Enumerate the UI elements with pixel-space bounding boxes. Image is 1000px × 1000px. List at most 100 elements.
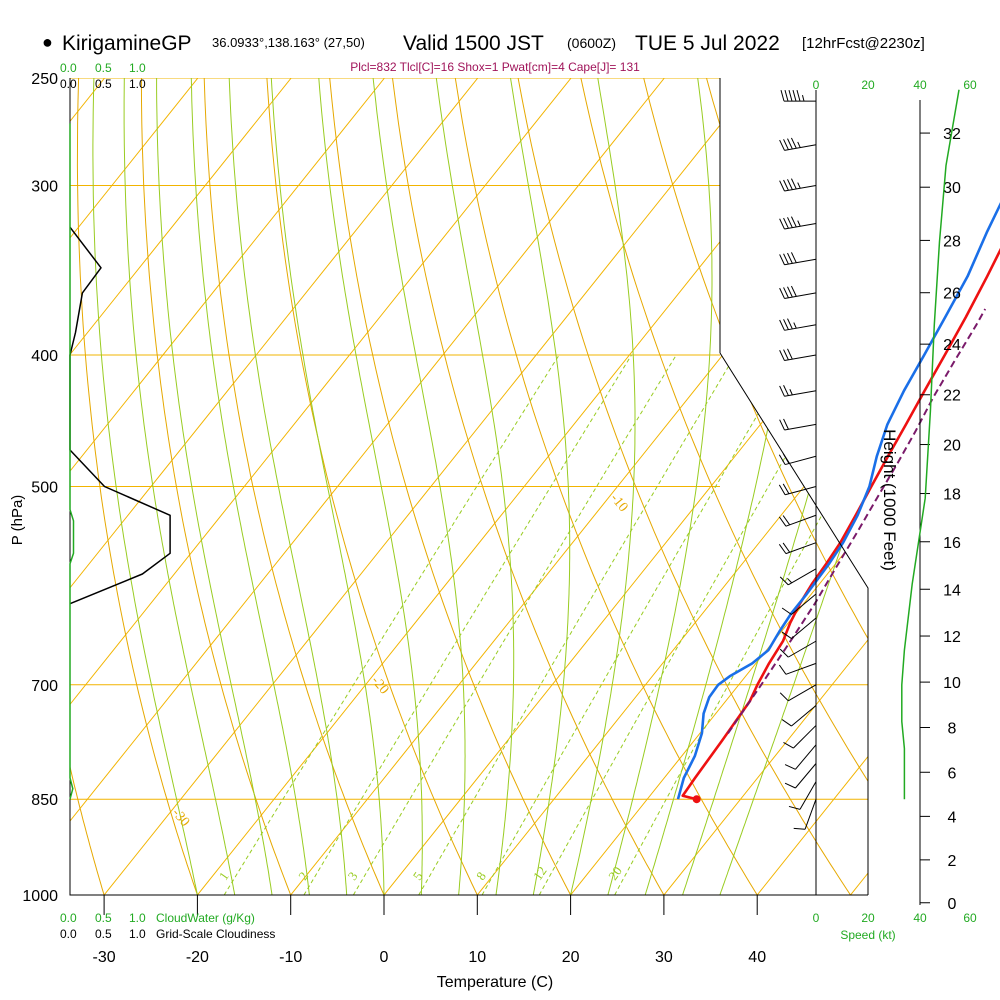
speed-tick-bottom: 0 [813,911,820,925]
header-date: TUE 5 Jul 2022 [635,32,780,55]
isotherm-label: 0 [892,252,908,267]
height-tick-label: 20 [943,438,961,455]
series-cloudwater-line [69,123,75,800]
height-tick-label: 18 [943,487,961,504]
isotherm-label: 10 [880,384,900,404]
wind-barb [778,483,817,496]
temp-tick-label: 30 [655,949,673,966]
dry-adiabat [454,78,758,895]
speed-tick-bottom: 20 [861,911,875,925]
height-tick-label: 14 [943,582,961,599]
wind-barb [781,593,817,615]
isotherm-line [756,78,868,895]
wind-barb [779,318,817,331]
dry-adiabat [76,78,198,895]
cloudwater-tick-top: 0.5 [95,61,112,75]
height-tick-label: 10 [943,675,961,692]
wind-barb [784,744,817,770]
wind-barb [779,418,817,431]
speed-label: Speed (kt) [840,928,895,942]
x-axis-label: Temperature (C) [437,974,553,991]
height-tick-label: 0 [948,896,957,913]
height-tick-label: 30 [943,180,961,197]
wind-barb [781,617,817,639]
wind-barb [778,453,817,466]
mixing-ratio-line [614,354,868,895]
mixing-ratio-line [481,354,793,895]
wind-barb [779,137,817,151]
speed-tick-top: 60 [963,78,977,92]
moist-adiabat [318,78,423,895]
series-speed-line [901,89,960,800]
mixing-ratio-label: 3 [345,869,361,883]
moist-adiabat [190,78,310,895]
wind-barb [779,640,817,658]
temp-tick-label: 0 [380,949,389,966]
height-tick-label: 24 [943,337,961,354]
wind-barb [779,348,817,362]
cloudwater-tick-top: 1.0 [129,61,146,75]
series-parcel-line [727,308,987,734]
wind-barb [779,385,817,397]
isotherm-line [70,78,292,895]
mixing-ratio-label: 2 [295,869,311,883]
y-axis-label: P (hPa) [9,495,26,546]
height-tick-label: 28 [943,233,961,250]
wind-barb [788,781,817,810]
isotherm-line [663,78,868,895]
dry-adiabat [70,78,105,895]
wind-barb [778,662,817,675]
dry-adiabat [140,78,292,895]
pressure-tick-label: 300 [31,178,58,195]
speed-tick-top: 20 [861,78,875,92]
wind-barb [784,763,817,789]
pressure-tick-label: 500 [31,480,58,497]
mixing-ratio-label: 20 [605,864,625,883]
isotherm-label: 0 [815,348,831,363]
isotherm-line [70,78,572,895]
pressure-tick-label: 400 [31,348,58,365]
temp-tick-label: -30 [93,949,116,966]
cloudwater-tick-bottom: 0.5 [95,911,112,925]
header-coords: 36.0933°,138.163° (27,50) [212,35,365,50]
cloudiness-tick-bottom: 0.0 [60,927,77,941]
height-tick-label: 8 [948,721,957,738]
mixing-ratio-line [538,354,845,895]
moist-adiabat [92,78,198,895]
surface-parcel-point [692,795,701,804]
series-cloudiness-line [69,226,171,605]
dry-adiabat [580,78,868,895]
mixing-ratio-label: 1 [216,869,232,883]
isotherm-line [103,78,759,895]
dry-adiabat [831,78,868,895]
cloudwater-tick-bottom: 1.0 [129,911,146,925]
dry-adiabat [392,78,665,895]
cloudiness-tick-bottom: 0.5 [95,927,112,941]
dry-adiabat [643,78,868,895]
mixing-ratio-line [223,354,560,895]
isotherm-line [70,78,479,895]
speed-tick-bottom: 60 [963,911,977,925]
mixing-ratio-label: 12 [530,864,550,883]
header-fcst: [12hrFcst@2230z] [802,35,925,52]
wind-barb [779,568,817,586]
pressure-tick-label: 1000 [22,888,58,905]
wind-barb [779,178,817,192]
wind-barb [781,705,817,727]
height-tick-label: 4 [948,809,957,826]
dry-adiabat [266,78,478,895]
moist-adiabat [372,78,466,895]
temp-tick-label: -20 [186,949,209,966]
isotherm-line [70,78,385,895]
cloudwater-tick-top: 0.0 [60,61,77,75]
mixing-ratio-label: 5 [410,869,426,883]
wind-barb [779,684,817,702]
series-dewpoint-line [676,202,1000,800]
speed-tick-top: 0 [813,78,820,92]
moist-adiabat [510,78,571,895]
moist-adiabat [719,78,868,895]
moist-adiabat [228,78,348,895]
cloudiness-tick-top: 0.0 [60,77,77,91]
wind-layer [778,89,817,830]
mixing-ratio-label: 8 [473,869,489,883]
